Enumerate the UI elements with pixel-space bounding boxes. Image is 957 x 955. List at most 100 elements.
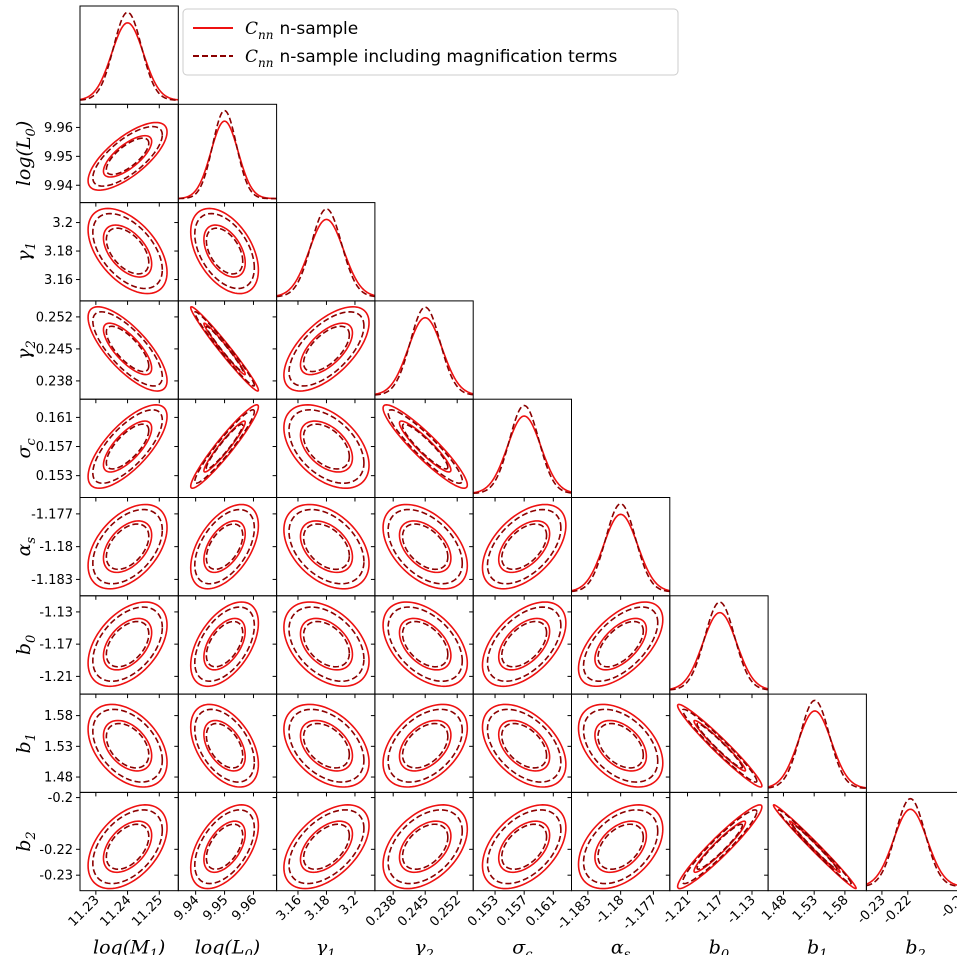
contour-gamma_2-vs-gamma_1-series-0-level-0	[299, 322, 354, 376]
marginal-curve-b_2-series-0	[866, 808, 957, 886]
contour-b_1-vs-gamma_1-series-0-level-1	[283, 703, 370, 788]
panel-frame	[472, 791, 573, 892]
contour-alpha_s-vs-gamma_2-series-1-level-0	[401, 523, 449, 571]
contour-b_2-vs-b_0-series-1-level-0	[696, 823, 744, 870]
contour-b_1-vs-gamma_2-series-0-level-1	[382, 703, 469, 788]
contour-alpha_s-vs-gamma_1-series-1-level-1	[288, 508, 365, 585]
contour-alpha_s-vs-sigma_c-series-1-level-1	[486, 508, 562, 585]
x-tick-label-b_0: -1.13	[724, 893, 758, 927]
panel-content	[283, 503, 370, 590]
panel-sigma_c-vs-gamma_1	[272, 398, 376, 502]
panel-b_0-vs-sigma_c	[469, 595, 573, 699]
contour-b_2-vs-sigma_c-series-1-level-1	[486, 809, 562, 885]
contour-b_1-vs-sigma_c-series-0-level-0	[497, 719, 551, 772]
contour-b_0-vs-gamma_2-series-1-level-0	[401, 620, 449, 668]
y-tick-label-b_1: 1.58	[44, 709, 73, 724]
x-tick-label-b_1: 1.48	[759, 893, 790, 924]
contour-sigma_c-vs-gamma_1-series-1-level-1	[288, 409, 365, 485]
x-tick-label-sigma_c: 0.157	[494, 893, 531, 930]
x-tick-label-b_1: 1.53	[790, 893, 821, 924]
panel-alpha_s-vs-log(M_1)	[76, 497, 179, 600]
panel-content	[669, 601, 769, 691]
contour-sigma_c-vs-log(L_0)-series-1-level-1	[193, 409, 256, 485]
y-tick-label-gamma_1: 3.18	[44, 245, 73, 260]
legend-entry-series-0: Cnn n-sample	[245, 19, 358, 42]
panel-content	[87, 207, 168, 295]
contour-alpha_s-vs-log(M_1)-series-0-level-0	[102, 520, 153, 574]
marginal-curve-gamma_2-series-1	[374, 306, 474, 396]
contour-b_0-vs-log(M_1)-series-0-level-0	[102, 617, 153, 671]
y-tick-label-gamma_1: 3.2	[52, 216, 73, 231]
contour-b_1-vs-sigma_c-series-1-level-0	[500, 722, 548, 769]
contour-b_0-vs-alpha_s-series-1-level-0	[597, 620, 645, 668]
contour-b_2-vs-sigma_c-series-0-level-0	[497, 820, 551, 874]
y-axis-label-sigma_c: σc	[13, 437, 39, 458]
panel-content	[87, 601, 168, 688]
contour-b_2-vs-log(M_1)-series-0-level-1	[87, 804, 168, 890]
x-tick-label-log(M_1): 11.25	[129, 893, 166, 930]
contour-b_2-vs-gamma_2-series-0-level-1	[382, 804, 469, 890]
contour-b_2-vs-log(L_0)-series-1-level-0	[205, 823, 244, 871]
contour-b_0-vs-log(L_0)-series-0-level-0	[203, 617, 247, 671]
contour-b_0-vs-log(L_0)-series-1-level-1	[193, 606, 256, 683]
x-axis-label-gamma_2: γ2	[414, 937, 434, 955]
contour-b_2-vs-sigma_c-series-0-level-1	[481, 804, 567, 890]
marginal-curve-log(L_0)-series-1	[178, 109, 277, 200]
panel-content	[382, 601, 469, 688]
y-axis-label-gamma_2: γ2	[13, 340, 39, 360]
panel-b_1-vs-sigma_c	[469, 693, 573, 797]
panel-b_2-vs-log(L_0)	[174, 791, 278, 895]
contour-log(L_0)-vs-log(M_1)-series-0-level-1	[87, 121, 168, 191]
panel-b_1-vs-log(L_0)	[174, 693, 278, 797]
contour-alpha_s-vs-log(L_0)-series-0-level-1	[189, 503, 260, 590]
contour-b_1-vs-gamma_1-series-1-level-1	[288, 708, 365, 783]
contour-gamma_2-vs-log(L_0)-series-1-level-1	[193, 311, 256, 387]
panel-sigma_c-vs-sigma_c	[472, 398, 573, 502]
panel-content	[382, 804, 469, 890]
y-tick-label-b_0: -1.13	[39, 605, 73, 620]
panel-frame	[865, 791, 957, 892]
panel-alpha_s-vs-sigma_c	[469, 497, 573, 600]
panel-frame	[571, 791, 671, 892]
contour-b_1-vs-log(M_1)-series-0-level-0	[102, 719, 153, 772]
panel-b_0-vs-log(M_1)	[76, 595, 179, 699]
x-axis-label-b_1: b1	[807, 937, 827, 955]
contour-gamma_2-vs-log(M_1)-series-0-level-0	[102, 322, 153, 376]
x-tick-label-sigma_c: 0.161	[523, 893, 560, 930]
contour-gamma_2-vs-log(L_0)-series-0-level-1	[189, 305, 260, 392]
contour-gamma_1-vs-log(M_1)-series-0-level-1	[87, 207, 168, 295]
x-tick-label-gamma_1: 3.2	[337, 893, 362, 918]
x-tick-label-b_1: 1.58	[821, 893, 852, 924]
y-axis-label-log(L_0): log(L0)	[13, 121, 39, 186]
panel-content	[676, 804, 763, 890]
contour-alpha_s-vs-log(L_0)-series-0-level-0	[203, 520, 247, 574]
panel-log(L_0)-vs-log(L_0)	[177, 103, 278, 207]
contour-sigma_c-vs-log(L_0)-series-0-level-1	[189, 404, 260, 490]
x-axis-label-log(L_0): log(L0)	[195, 937, 260, 955]
contour-b_2-vs-gamma_1-series-1-level-1	[288, 809, 365, 885]
contour-b_1-vs-log(L_0)-series-1-level-0	[205, 722, 244, 769]
marginal-curve-gamma_2-series-0	[374, 316, 474, 396]
contour-log(L_0)-vs-log(M_1)-series-1-level-1	[92, 125, 164, 187]
contour-b_1-vs-alpha_s-series-1-level-1	[582, 708, 659, 783]
panel-content	[382, 703, 469, 788]
contour-b_0-vs-gamma_1-series-0-level-0	[299, 617, 354, 671]
contour-b_2-vs-b_1-series-0-level-1	[772, 804, 857, 890]
panel-sigma_c-vs-log(M_1)	[76, 398, 179, 502]
y-tick-label-b_2: -0.23	[39, 869, 73, 884]
marginal-curve-b_2-series-1	[866, 797, 957, 887]
legend-sub-0: nn	[258, 28, 273, 42]
panel-b_2-vs-alpha_s	[567, 791, 671, 895]
marginal-curve-log(M_1)-series-0	[80, 22, 179, 101]
contour-alpha_s-vs-sigma_c-series-0-level-0	[497, 520, 551, 574]
panel-content	[189, 703, 260, 788]
contour-alpha_s-vs-sigma_c-series-0-level-1	[481, 503, 567, 590]
contour-gamma_2-vs-log(L_0)-series-0-level-0	[203, 322, 247, 376]
panel-content	[189, 601, 260, 688]
y-tick-label-alpha_s: -1.183	[31, 573, 73, 588]
panel-content	[382, 404, 469, 490]
contour-gamma_1-vs-log(M_1)-series-1-level-0	[105, 227, 150, 275]
panel-content	[87, 703, 168, 788]
contour-gamma_2-vs-log(M_1)-series-1-level-1	[92, 311, 164, 387]
contour-b_0-vs-log(L_0)-series-0-level-1	[189, 601, 260, 688]
